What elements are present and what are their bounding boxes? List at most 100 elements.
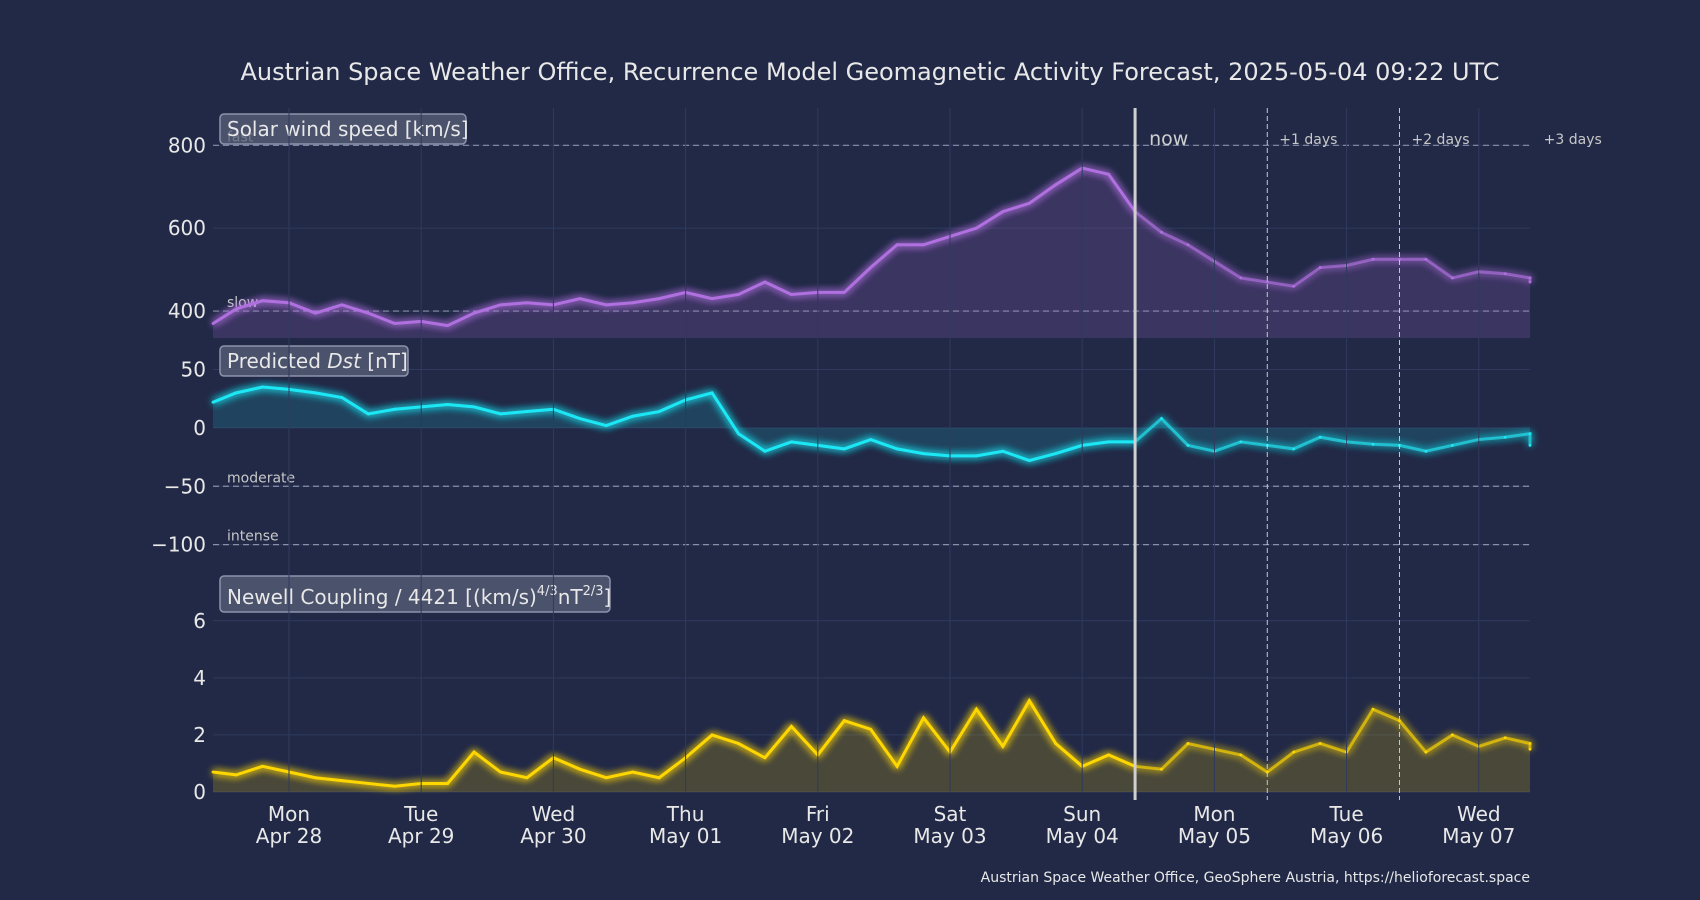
- data-point: [710, 733, 714, 737]
- data-point: [261, 764, 264, 768]
- data-point: [604, 424, 608, 427]
- data-point: [314, 311, 317, 315]
- data-point: [366, 311, 370, 315]
- data-point: [789, 724, 793, 728]
- x-tick-day: Wed: [532, 802, 576, 826]
- data-point: [1054, 452, 1058, 455]
- series-area: [213, 700, 1530, 792]
- data-point: [842, 447, 846, 451]
- data-point: [1292, 750, 1296, 754]
- data-point: [1424, 750, 1428, 754]
- data-point: [1186, 444, 1190, 447]
- data-point: [1239, 753, 1243, 757]
- data-point: [975, 226, 978, 230]
- data-point: [895, 243, 899, 247]
- data-point: [631, 414, 635, 418]
- data-point: [211, 770, 215, 774]
- data-point: [842, 291, 846, 294]
- data-point: [1528, 280, 1532, 284]
- data-point: [604, 776, 608, 780]
- data-point: [1160, 417, 1163, 420]
- data-point: [366, 412, 370, 416]
- data-point: [499, 303, 502, 307]
- data-point: [1371, 257, 1375, 261]
- data-point: [1160, 767, 1163, 771]
- data-point: [737, 432, 740, 436]
- data-point: [604, 303, 608, 307]
- data-point: [1450, 733, 1454, 737]
- now-label: now: [1149, 128, 1188, 150]
- panel-title: Newell Coupling / 4421 [(km/s)4/3nT2/3]: [227, 584, 611, 609]
- data-point: [366, 782, 370, 785]
- panel-label-box: [219, 113, 467, 145]
- data-point: [1054, 742, 1058, 745]
- data-point: [869, 266, 873, 269]
- data-point: [446, 782, 450, 785]
- x-tick-date: May 03: [913, 824, 986, 848]
- threshold-label: moderate: [227, 470, 295, 486]
- data-point: [261, 299, 264, 303]
- data-point: [975, 454, 978, 458]
- data-point: [1001, 744, 1005, 748]
- panel-title-part: 4/3: [537, 584, 558, 599]
- panel-title-part: Newell Coupling / 4421 [(km/s): [227, 585, 537, 609]
- data-point: [446, 324, 450, 327]
- data-point: [340, 779, 344, 782]
- data-point: [763, 756, 767, 760]
- footer-credit: Austrian Space Weather Office, GeoSphere…: [981, 870, 1530, 886]
- data-point: [789, 440, 793, 444]
- data-point: [525, 776, 529, 780]
- x-tick-day: Tue: [403, 802, 438, 826]
- data-point: [1027, 201, 1031, 205]
- data-point: [763, 449, 767, 453]
- data-point: [578, 767, 582, 771]
- y-tick-label: 50: [181, 358, 206, 382]
- data-point: [1239, 440, 1243, 444]
- y-tick-label: 6: [193, 609, 206, 633]
- data-point: [578, 417, 582, 420]
- data-point: [340, 396, 344, 399]
- threshold-label: intense: [227, 529, 279, 545]
- data-point: [1503, 736, 1507, 740]
- data-point: [1424, 257, 1428, 261]
- data-point: [393, 322, 397, 325]
- y-tick-label: −100: [151, 533, 206, 557]
- data-point: [525, 410, 529, 413]
- data-point: [234, 391, 238, 395]
- data-point: [710, 391, 714, 395]
- panel-2: −100 −50 0 50 moderate intense Predicted Dst […: [151, 345, 1532, 557]
- data-point: [922, 716, 925, 720]
- data-point: [261, 385, 264, 389]
- x-tick-day: Mon: [268, 802, 310, 826]
- panel-title-part: 2/3: [583, 584, 604, 599]
- threshold-label: slow: [227, 295, 258, 311]
- panel-title-part: nT: [558, 585, 584, 609]
- data-point: [1107, 440, 1111, 444]
- data-point: [393, 407, 397, 411]
- data-point: [1027, 699, 1031, 703]
- data-point: [1186, 243, 1190, 247]
- data-point: [472, 405, 476, 409]
- data-point: [1424, 449, 1428, 453]
- data-point: [1318, 742, 1322, 745]
- panel-label-box: [219, 345, 409, 377]
- panel-label-box: [219, 575, 611, 613]
- data-point: [211, 400, 215, 404]
- x-tick-day: Thu: [666, 802, 705, 826]
- data-point: [657, 297, 661, 301]
- data-point: [211, 322, 215, 325]
- x-tick-day: Mon: [1193, 802, 1235, 826]
- data-point: [869, 438, 873, 441]
- data-point: [737, 742, 740, 745]
- panel-1: 400600800fastslowSolar wind speed [km/s]: [168, 113, 1532, 338]
- data-point: [922, 452, 925, 455]
- data-point: [1398, 257, 1401, 261]
- data-point: [1318, 435, 1322, 439]
- data-point: [657, 776, 661, 780]
- x-tick-day: Fri: [806, 802, 830, 826]
- x-tick-date: Apr 29: [388, 824, 454, 848]
- data-point: [631, 301, 635, 305]
- data-point: [1528, 747, 1532, 751]
- panel-title-part: ]: [604, 585, 612, 609]
